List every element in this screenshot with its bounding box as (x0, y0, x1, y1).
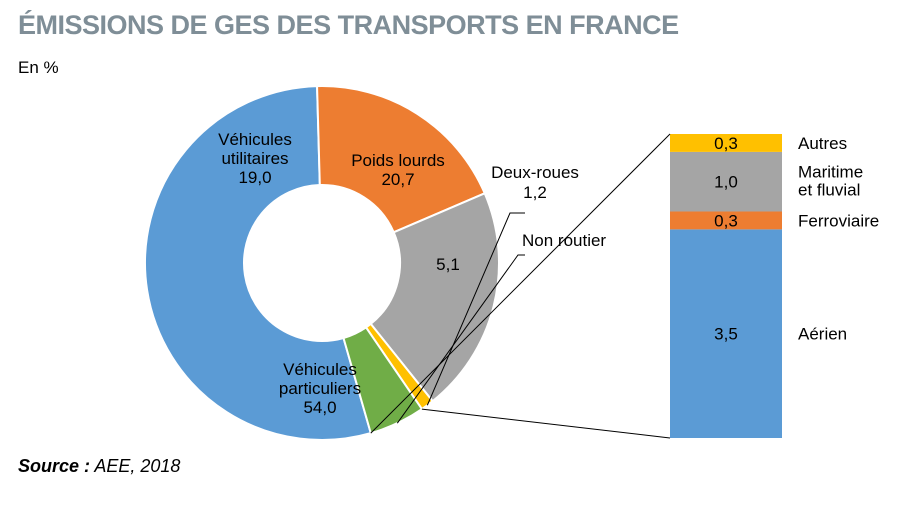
unit-label: En % (18, 58, 59, 77)
bar-segment-0 (670, 229, 782, 438)
connector-line-top (370, 133, 671, 434)
slice-label-utilitaires: Véhicules utilitaires 19,0 (218, 130, 292, 187)
bar-category-3: Autres (798, 134, 847, 153)
donut-slice-0 (143, 85, 373, 441)
bar-category-1: Ferroviaire (798, 211, 879, 230)
slice-label-deux-roues: Deux-roues 1,2 (491, 163, 579, 202)
connector-line-bottom (421, 408, 671, 439)
slice-label-particuliers: Véhicules particuliers 54,0 (279, 360, 361, 417)
chart-title: ÉMISSIONS DE GES DES TRANSPORTS EN FRANC… (18, 10, 679, 40)
leader-line-non-routier (396, 254, 525, 424)
bar-segment-3 (670, 134, 782, 152)
bar-segment-1 (670, 211, 782, 230)
bar-category-0: Aérien (798, 325, 847, 344)
source-text: AEE, 2018 (90, 456, 181, 476)
donut-slice-1 (316, 85, 487, 234)
slice-value-non-routier: 5,1 (436, 255, 460, 274)
source-note: Source : AEE, 2018 (18, 456, 180, 477)
slice-label-poids-lourds: Poids lourds 20,7 (351, 151, 445, 189)
donut-slice-2 (369, 191, 500, 403)
bar-value-0: 3,5 (714, 325, 738, 344)
bar-segment-2 (670, 151, 782, 212)
bar-value-1: 0,3 (714, 211, 738, 230)
bar-value-3: 0,3 (714, 134, 738, 153)
source-label: Source : (18, 456, 91, 476)
bar-value-2: 1,0 (714, 173, 738, 192)
leader-line-deux-roues (426, 212, 525, 406)
bar-category-2: Maritime et fluvial (798, 163, 863, 200)
slice-label-non-routier: Non routier (522, 231, 606, 250)
